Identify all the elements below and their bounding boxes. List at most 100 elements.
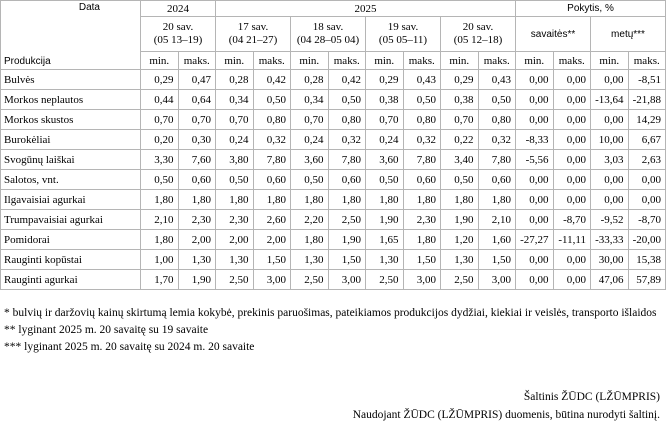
- cell-value: 3,80: [215, 149, 254, 170]
- cell-value: 2,50: [215, 269, 254, 290]
- cell-value: 0,32: [477, 129, 516, 150]
- cell-value: 1,50: [477, 249, 516, 270]
- cell-value: 2,50: [440, 269, 479, 290]
- cell-value: 1,80: [327, 189, 366, 210]
- cell-value: 0,00: [552, 129, 591, 150]
- cell-value: 0,38: [365, 89, 404, 110]
- cell-value: 1,30: [177, 249, 216, 270]
- cell-value: 3,00: [252, 269, 291, 290]
- data-row: Trumpavaisiai agurkai 2,10 2,30 2,30 2,60 2,2…: [0, 209, 666, 230]
- cell-value: 1,80: [440, 189, 479, 210]
- cell-value: 14,29: [627, 109, 666, 130]
- cell-value: 0,29: [440, 69, 479, 90]
- cell-value: 0,20: [140, 129, 179, 150]
- week-dates: (04 28–05 04): [296, 34, 360, 46]
- cell-value: 0,32: [327, 129, 366, 150]
- product-label: Produkcija: [4, 56, 51, 67]
- week-header: 20 sav. (05 12–18): [440, 16, 516, 52]
- table-header: Data Produkcija 2024 2025 Pokytis, % 20 sav.(…: [0, 0, 666, 70]
- cell-value: 0,28: [215, 69, 254, 90]
- cell-value: 2,10: [140, 209, 179, 230]
- cell-value: 0,47: [177, 69, 216, 90]
- cell-value: 0,24: [290, 129, 329, 150]
- year-header: 2024: [140, 0, 216, 17]
- week-dates: (04 21–27): [228, 34, 278, 46]
- cell-value: 1,60: [477, 229, 516, 250]
- cell-value: -9,52: [590, 209, 629, 230]
- cell-value: 2,63: [627, 149, 666, 170]
- min-label: min.: [515, 51, 554, 70]
- cell-value: 1,30: [290, 249, 329, 270]
- data-row: Morkos skustos 0,70 0,70 0,70 0,80 0,70 0,80 0,…: [0, 109, 666, 130]
- cell-value: 3,60: [290, 149, 329, 170]
- cell-value: -8,70: [627, 209, 666, 230]
- cell-value: 0,50: [290, 169, 329, 190]
- cell-value: -8,51: [627, 69, 666, 90]
- week-number: 20 sav.: [162, 21, 194, 33]
- cell-value: 0,24: [215, 129, 254, 150]
- cell-value: 1,50: [402, 249, 441, 270]
- cell-value: 0,50: [477, 89, 516, 110]
- cell-value: 2,50: [290, 269, 329, 290]
- cell-value: 3,00: [327, 269, 366, 290]
- cell-value: 7,80: [327, 149, 366, 170]
- cell-value: 0,60: [402, 169, 441, 190]
- source: Šaltinis ŽŪDC (LŽŪMPRIS): [523, 391, 660, 403]
- cell-value: 1,80: [252, 189, 291, 210]
- max-label: maks.: [402, 51, 441, 70]
- cell-value: 0,34: [215, 89, 254, 110]
- table-body: Bulvės 0,29 0,47 0,28 0,42 0,28 0,42 0,29 0,43 0,…: [0, 69, 666, 290]
- header-row: Data Produkcija 2024 2025 Pokytis, %: [0, 0, 666, 70]
- cell-value: 1,90: [177, 269, 216, 290]
- cell-value: 0,42: [252, 69, 291, 90]
- cell-value: -11,11: [552, 229, 591, 250]
- week-dates: (05 13–19): [153, 34, 203, 46]
- data-row: Svogūnų laiškai 3,30 7,60 3,80 7,80 3,60 7,80 3…: [0, 149, 666, 170]
- change-header: Pokytis, %: [515, 0, 666, 17]
- week-number: 20 sav.: [462, 21, 494, 33]
- cell-value: 3,60: [365, 149, 404, 170]
- cell-value: 0,00: [552, 149, 591, 170]
- cell-value: 2,60: [252, 209, 291, 230]
- header-row: 20 sav. (05 13–19) 17 sav. (04 21–27) 18 sav…: [1, 16, 666, 52]
- cell-value: -33,33: [590, 229, 629, 250]
- cell-value: 0,30: [177, 129, 216, 150]
- footnote: * bulvių ir daržovių kainų skirtumą lemi…: [4, 307, 657, 319]
- year-header: 2025: [215, 0, 516, 17]
- cell-value: 0,43: [477, 69, 516, 90]
- min-label: min.: [590, 51, 629, 70]
- data-row: Pomidorai 1,80 2,00 2,00 2,00 1,80 1,90 1,65 1,8…: [0, 229, 666, 250]
- cell-value: 2,00: [177, 229, 216, 250]
- max-label: maks.: [177, 51, 216, 70]
- footnote: *** lyginant 2025 m. 20 savaitę su 2024 …: [4, 341, 255, 353]
- cell-value: 1,80: [402, 229, 441, 250]
- cell-value: 1,90: [440, 209, 479, 230]
- cell-value: 0,60: [477, 169, 516, 190]
- cell-value: 2,50: [365, 269, 404, 290]
- cell-value: 30,00: [590, 249, 629, 270]
- source-block: Šaltinis ŽŪDC (LŽŪMPRIS) Naudojant ŽŪDC …: [353, 388, 660, 424]
- product-name: Pomidorai: [0, 229, 141, 250]
- cell-value: -8,33: [515, 129, 554, 150]
- cell-value: 7,80: [252, 149, 291, 170]
- cell-value: 0,70: [140, 109, 179, 130]
- data-row: Burokėliai 0,20 0,30 0,24 0,32 0,24 0,32 0,24 0,…: [0, 129, 666, 150]
- cell-value: 0,32: [252, 129, 291, 150]
- cell-value: 0,50: [440, 169, 479, 190]
- cell-value: 1,80: [290, 189, 329, 210]
- cell-value: 1,80: [365, 189, 404, 210]
- cell-value: 0,00: [515, 69, 554, 90]
- cell-value: 0,50: [365, 169, 404, 190]
- product-name: Bulvės: [0, 69, 141, 90]
- cell-value: -27,27: [515, 229, 554, 250]
- cell-value: 2,10: [477, 209, 516, 230]
- week-header: 19 sav. (05 05–11): [365, 16, 441, 52]
- cell-value: -21,88: [627, 89, 666, 110]
- cell-value: 2,50: [327, 209, 366, 230]
- week-number: 19 sav.: [387, 21, 419, 33]
- cell-value: 2,30: [177, 209, 216, 230]
- max-label: maks.: [327, 51, 366, 70]
- date-label: Data: [78, 2, 100, 13]
- cell-value: 0,50: [140, 169, 179, 190]
- price-table: Data Produkcija 2024 2025 Pokytis, % 20 sav.(…: [0, 0, 666, 290]
